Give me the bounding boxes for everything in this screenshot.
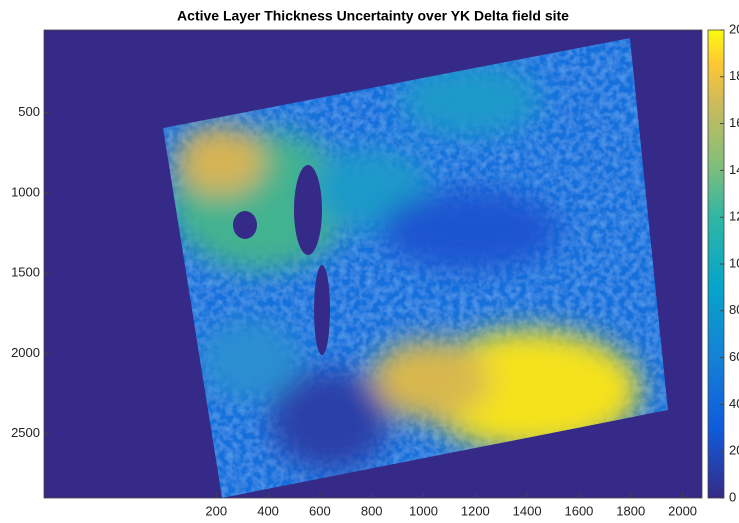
- colorbar-tick-label: 0: [729, 489, 736, 504]
- colorbar-tick-label: 200: [729, 21, 739, 36]
- x-tick-label: 1800: [616, 503, 645, 518]
- y-tick-label: 1000: [11, 184, 40, 199]
- colorbar-tick-label: 140: [729, 162, 739, 177]
- colorbar-tick-label: 180: [729, 68, 739, 83]
- colorbar-tick-label: 160: [729, 115, 739, 130]
- colorbar-tick-label: 120: [729, 209, 739, 224]
- colorbar-tick-label: 80: [729, 302, 739, 317]
- x-tick-label: 1600: [564, 503, 593, 518]
- y-tick-label: 500: [18, 104, 40, 119]
- colorbar-tick-label: 40: [729, 396, 739, 411]
- chart-title: Active Layer Thickness Uncertainty over …: [177, 8, 569, 24]
- y-tick-label: 2000: [11, 345, 40, 360]
- colorbar-tick-label: 20: [729, 443, 739, 458]
- x-tick-label: 200: [205, 503, 227, 518]
- x-tick-label: 400: [257, 503, 279, 518]
- x-tick-label: 600: [309, 503, 331, 518]
- x-tick-label: 1400: [513, 503, 542, 518]
- y-tick-label: 2500: [11, 425, 40, 440]
- chart: Active Layer Thickness Uncertainty over …: [0, 0, 739, 523]
- x-tick-label: 2000: [668, 503, 697, 518]
- x-tick-label: 800: [361, 503, 383, 518]
- colorbar-tick-label: 100: [729, 255, 739, 270]
- x-tick-label: 1200: [461, 503, 490, 518]
- y-tick-label: 1500: [11, 265, 40, 280]
- x-tick-label: 1000: [409, 503, 438, 518]
- colorbar-tick-label: 60: [729, 349, 739, 364]
